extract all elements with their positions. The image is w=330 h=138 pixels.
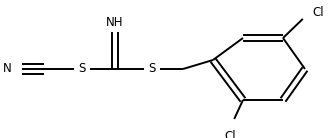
Text: S: S (78, 63, 86, 75)
Text: S: S (148, 63, 156, 75)
Text: Cl: Cl (224, 130, 236, 138)
Text: N: N (3, 63, 12, 75)
Text: Cl: Cl (312, 6, 324, 18)
Text: NH: NH (106, 15, 124, 29)
